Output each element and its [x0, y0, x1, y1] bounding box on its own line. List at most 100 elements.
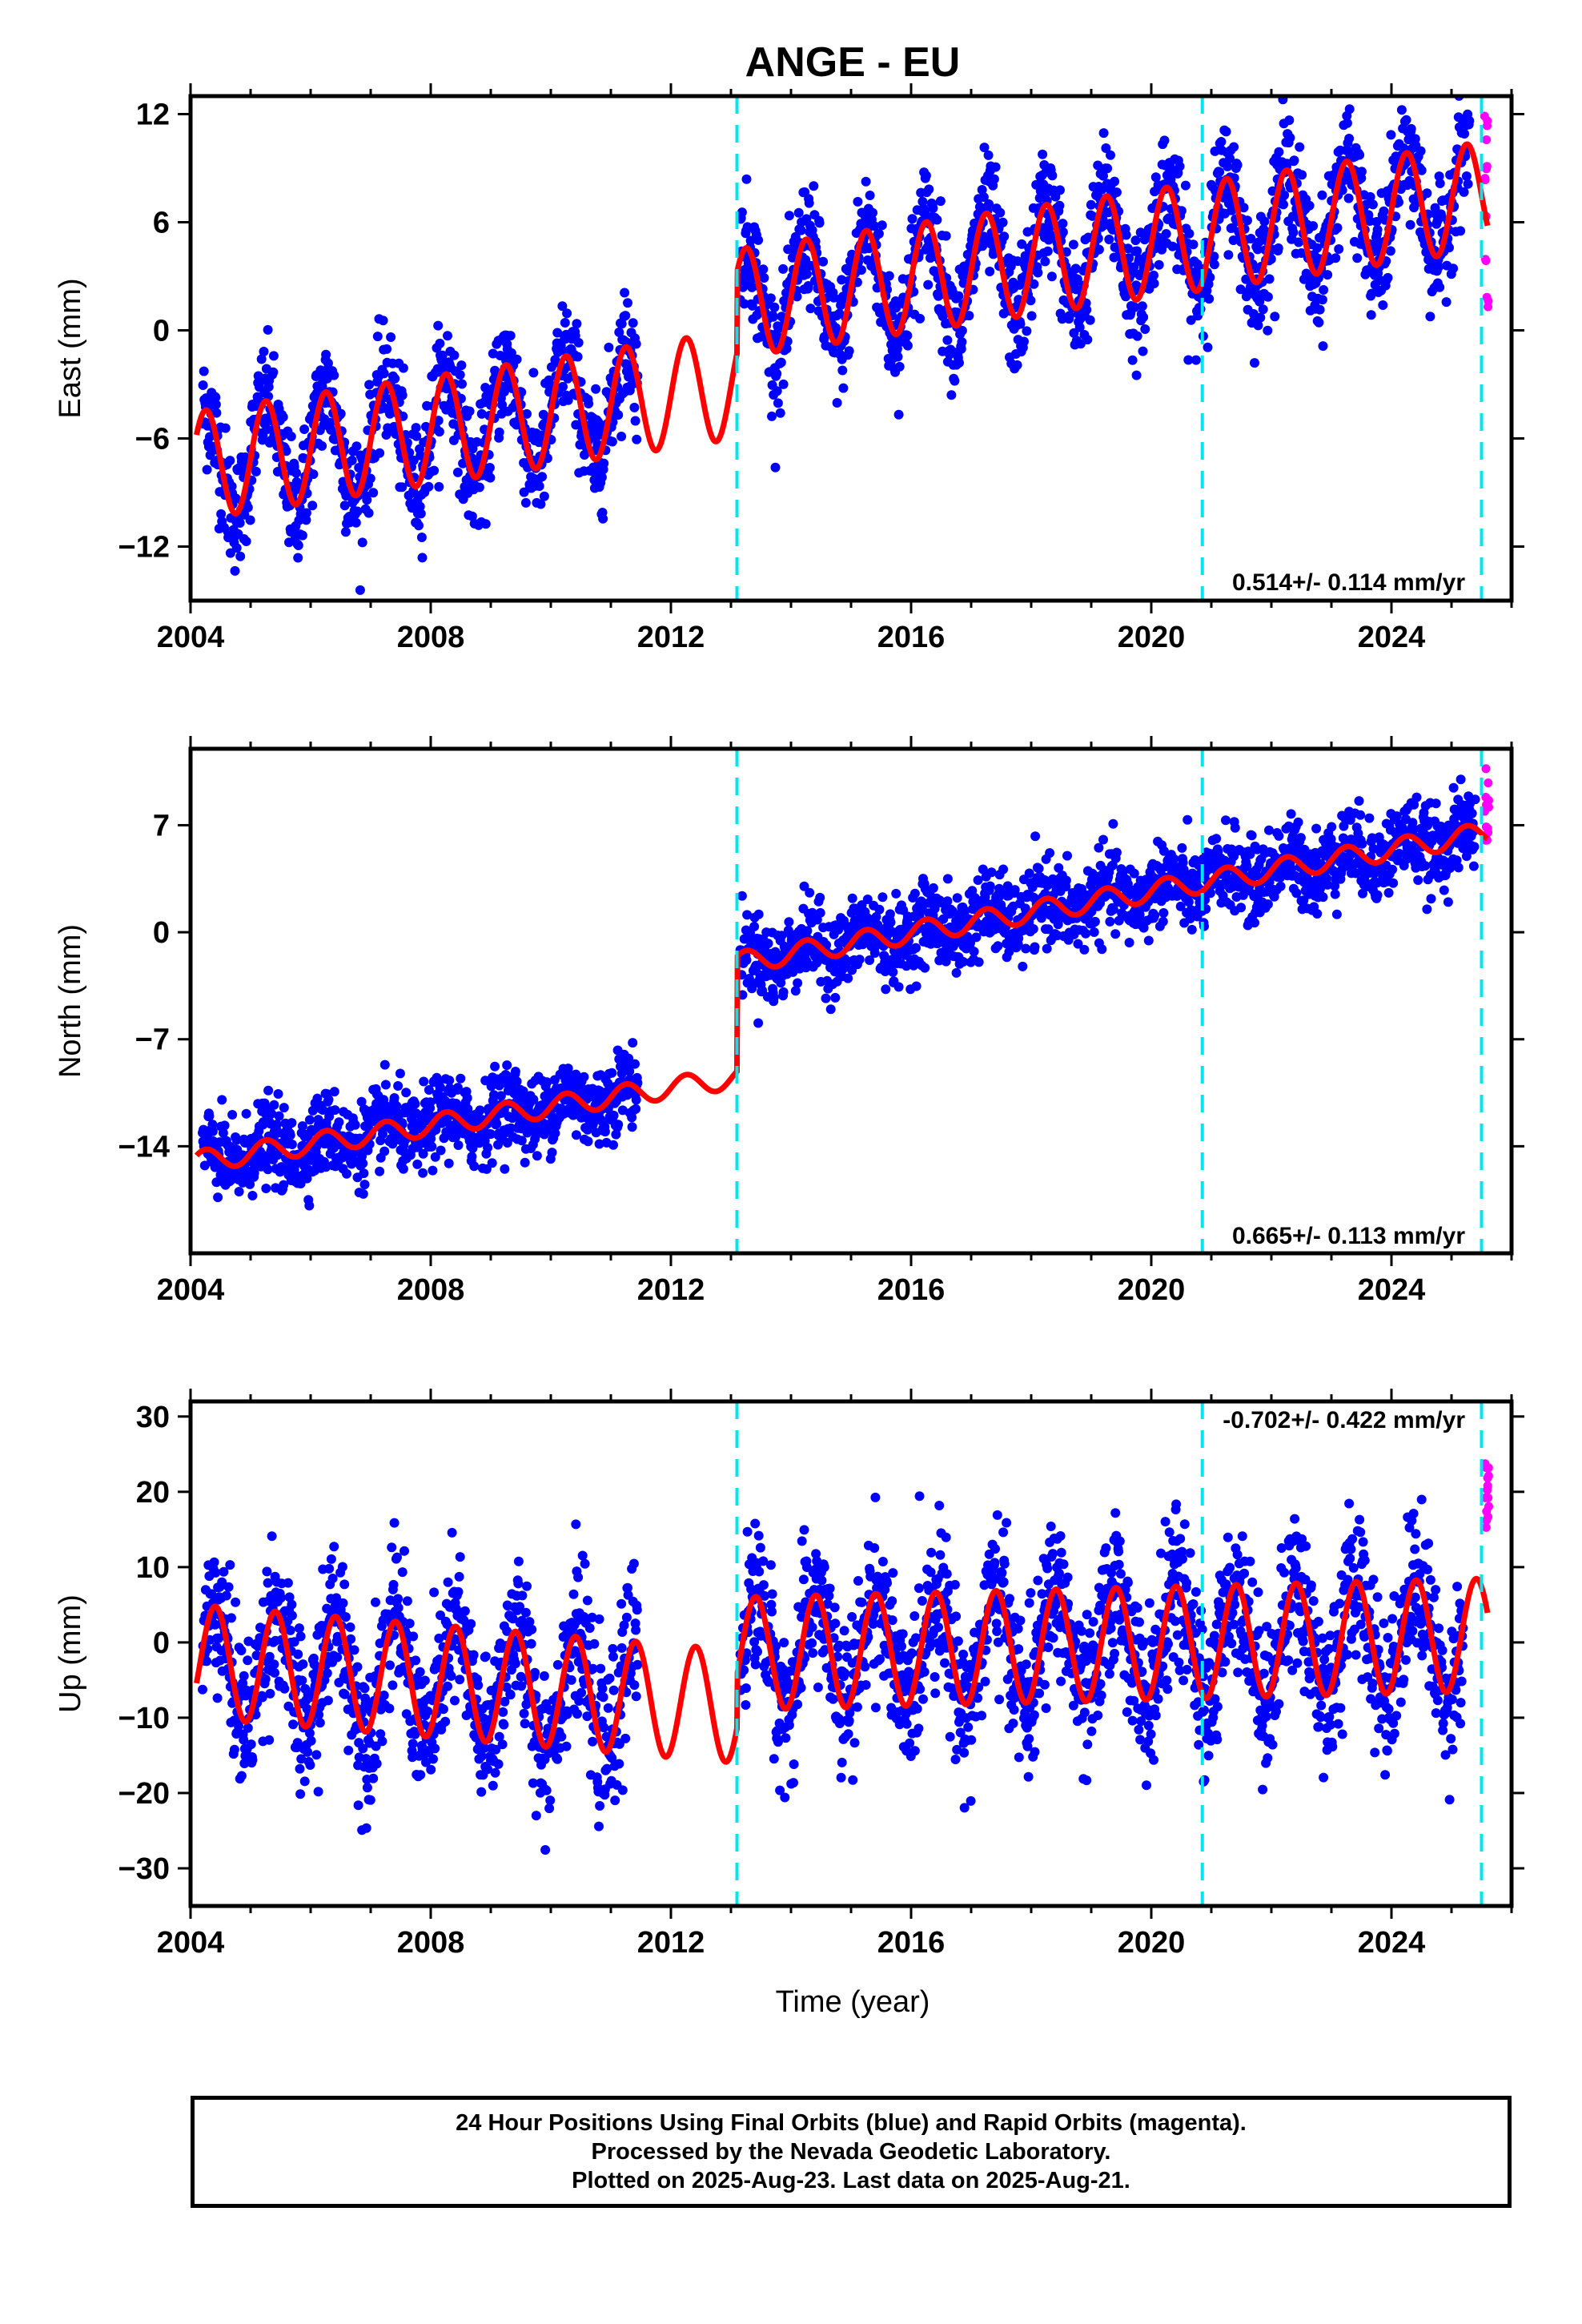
- east-point: [616, 432, 627, 441]
- east-point: [220, 423, 231, 433]
- east-point: [372, 332, 383, 342]
- north-point: [815, 907, 825, 918]
- east-point: [433, 416, 444, 426]
- north-point: [847, 893, 857, 903]
- east-point: [308, 469, 319, 480]
- east-point: [596, 472, 607, 482]
- east-point: [1209, 259, 1219, 270]
- chart-title: ANGE - EU: [745, 39, 961, 86]
- east-point: [1410, 134, 1420, 144]
- east-point: [985, 267, 995, 276]
- north-point: [571, 1130, 581, 1140]
- east-point: [198, 380, 208, 390]
- east-point: [1259, 216, 1270, 227]
- north-point: [631, 1104, 641, 1114]
- east-point: [768, 312, 778, 322]
- north-point: [375, 1166, 385, 1176]
- east-point: [1131, 370, 1142, 380]
- east-point: [1058, 219, 1068, 229]
- east-point: [1371, 217, 1382, 227]
- east-point: [624, 372, 634, 382]
- east-point: [293, 541, 303, 550]
- east-point: [1285, 133, 1295, 143]
- east-point: [1255, 312, 1266, 323]
- east-point: [1159, 135, 1170, 146]
- east-point: [202, 464, 212, 475]
- north-point: [1045, 848, 1055, 858]
- east-point: [522, 408, 532, 419]
- east-point: [205, 432, 215, 442]
- east-rapid-point: [1483, 121, 1492, 131]
- east-point: [1209, 251, 1219, 262]
- east-point: [235, 518, 245, 528]
- east-point: [623, 298, 632, 308]
- east-rapid-point: [1481, 256, 1491, 265]
- east-point: [365, 473, 375, 484]
- east-point: [758, 264, 769, 275]
- east-point: [742, 222, 753, 232]
- north-point: [1030, 831, 1041, 842]
- east-point: [1029, 279, 1039, 289]
- east-point: [770, 462, 781, 472]
- north-point: [427, 1141, 437, 1152]
- north-point: [1111, 847, 1122, 858]
- north-point: [207, 1126, 218, 1136]
- east-point: [537, 472, 548, 482]
- east-x-tick-label: 2012: [637, 621, 705, 654]
- north-point: [226, 1175, 236, 1185]
- east-point: [591, 384, 601, 394]
- east-x-tick-label: 2020: [1118, 621, 1186, 654]
- east-point: [1149, 270, 1158, 280]
- north-point: [247, 1191, 258, 1200]
- east-point: [628, 318, 638, 328]
- east-point: [1422, 188, 1432, 199]
- east-point: [1223, 161, 1233, 171]
- north-point: [1311, 823, 1322, 834]
- east-point: [1278, 96, 1288, 105]
- east-point: [1026, 311, 1037, 321]
- east-point: [1319, 285, 1329, 295]
- east-point: [1102, 163, 1113, 174]
- north-point: [1094, 842, 1104, 853]
- east-point: [452, 467, 463, 477]
- north-point: [1079, 944, 1090, 955]
- east-point: [449, 350, 460, 360]
- east-point: [1082, 335, 1093, 345]
- north-point: [500, 1164, 510, 1174]
- north-point: [1021, 943, 1031, 954]
- north-point: [1331, 909, 1342, 919]
- north-point: [279, 1103, 289, 1113]
- east-point: [893, 352, 903, 362]
- east-point: [339, 501, 350, 511]
- east-point: [924, 184, 934, 195]
- east-point: [362, 495, 372, 505]
- north-point: [893, 982, 904, 992]
- east-point: [613, 410, 624, 420]
- north-point: [199, 1160, 210, 1171]
- north-point: [1230, 822, 1240, 833]
- north-point: [218, 1128, 228, 1138]
- east-point: [1111, 187, 1122, 198]
- east-point: [907, 214, 917, 224]
- east-point: [1082, 304, 1092, 315]
- north-point: [1034, 863, 1044, 874]
- east-point: [536, 499, 546, 509]
- east-x-tick-label: 2004: [157, 621, 225, 654]
- east-point: [497, 400, 508, 410]
- north-point: [398, 1164, 408, 1174]
- east-point: [329, 370, 339, 380]
- east-point: [397, 482, 408, 493]
- east-point: [630, 416, 640, 426]
- east-point: [915, 313, 926, 324]
- east-point: [216, 509, 227, 519]
- east-point: [1343, 193, 1354, 203]
- east-y-tick-label: 6: [153, 207, 170, 240]
- north-point: [207, 1120, 218, 1130]
- east-point: [796, 225, 806, 235]
- north-point: [1124, 938, 1134, 947]
- east-point: [382, 344, 392, 354]
- north-point: [993, 941, 1003, 951]
- north-point: [952, 893, 962, 903]
- north-point: [329, 1087, 339, 1097]
